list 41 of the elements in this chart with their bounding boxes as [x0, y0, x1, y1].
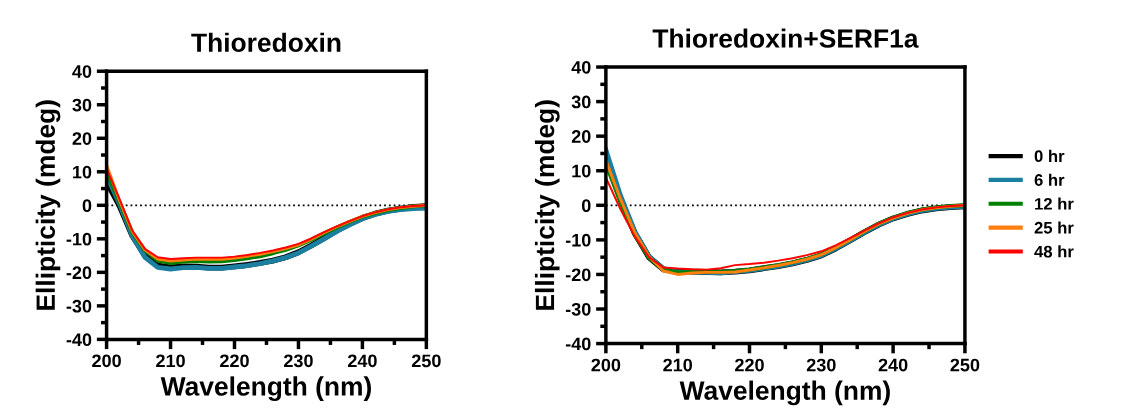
y-tick-label: 10: [73, 165, 92, 179]
legend-label: 48 hr: [1034, 245, 1074, 258]
x-tick-label: 250: [411, 354, 441, 368]
x-tick-label: 200: [591, 358, 621, 372]
y-tick-label: -30: [66, 299, 92, 313]
y-tick-label: 30: [571, 95, 591, 109]
y-axis-title: Ellipticity (mdeg): [534, 100, 560, 310]
x-tick-label: 240: [347, 354, 377, 368]
legend-label: 0 hr: [1034, 149, 1065, 163]
y-tick-label: -10: [66, 232, 92, 246]
x-tick-label: 230: [806, 358, 836, 372]
chart-title: Thioredoxin+SERF1a: [652, 28, 919, 48]
y-tick-label: 20: [571, 130, 591, 143]
x-tick-label: 230: [284, 354, 313, 368]
y-axis-title: Ellipticity (mdeg): [35, 100, 61, 310]
x-tick-label: 200: [92, 354, 121, 368]
x-tick-label: 210: [663, 358, 693, 372]
y-tick-label: 20: [72, 132, 92, 145]
y-tick-label: -20: [66, 266, 92, 280]
legend-label: 6 hr: [1034, 173, 1065, 186]
x-tick-label: 240: [878, 358, 908, 372]
x-tick-label: 250: [950, 358, 980, 372]
y-tick-label: 10: [572, 164, 591, 178]
x-tick-label: 220: [735, 358, 764, 372]
y-tick-label: -10: [565, 233, 591, 247]
legend-label: 25 hr: [1034, 221, 1074, 234]
chart-title: Thioredoxin: [191, 32, 341, 53]
y-tick-label: 40: [571, 60, 591, 74]
x-axis-title: Wavelength (nm): [160, 376, 371, 402]
y-tick-label: 40: [72, 65, 92, 78]
x-axis-title: Wavelength (nm): [679, 380, 890, 406]
y-tick-label: 30: [72, 98, 92, 112]
y-tick-label: -40: [565, 337, 591, 351]
y-tick-label: -30: [565, 302, 591, 316]
legend-label: 12 hr: [1035, 197, 1074, 210]
x-tick-label: 220: [220, 354, 249, 368]
y-tick-label: -40: [66, 333, 92, 347]
x-tick-label: 210: [156, 354, 185, 368]
y-tick-label: 0: [82, 199, 92, 213]
y-tick-label: 0: [581, 199, 591, 213]
y-tick-label: -20: [565, 268, 591, 282]
